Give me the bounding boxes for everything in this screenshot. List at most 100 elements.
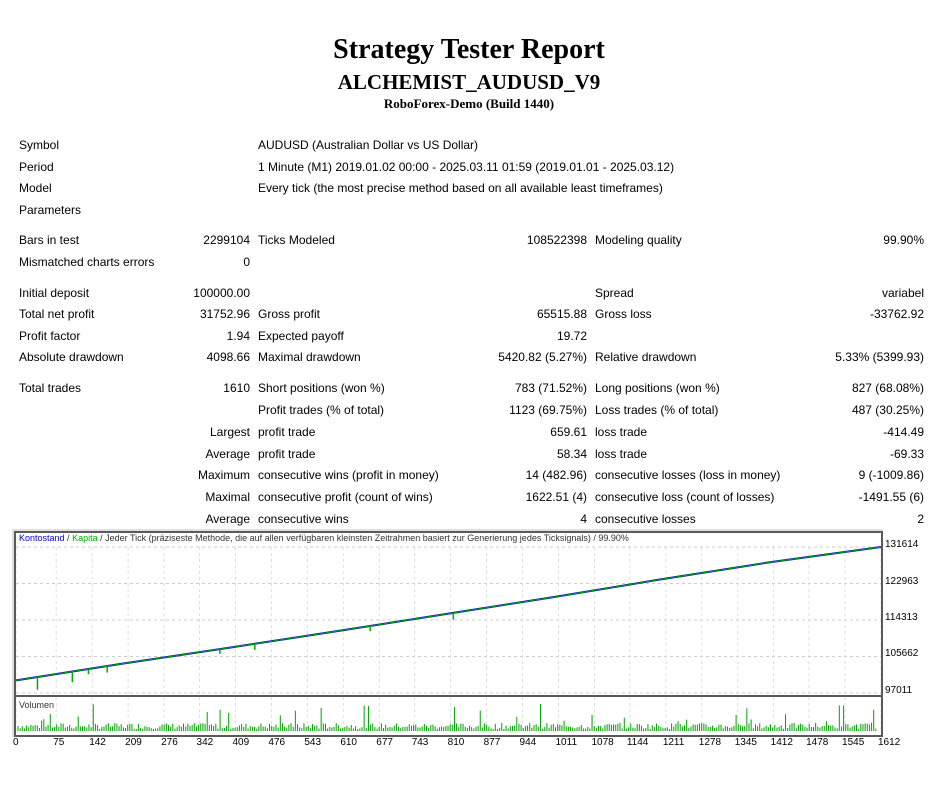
deposit-label: Initial deposit — [19, 286, 90, 300]
net-profit-value: 31752.96 — [199, 307, 250, 321]
x-tick-label: 476 — [268, 737, 286, 748]
average-loss-trade-label: loss trade — [595, 447, 648, 461]
x-tick-label: 543 — [304, 737, 322, 748]
abs-drawdown-value: 4098.66 — [206, 350, 250, 364]
total-trades-label: Total trades — [19, 381, 82, 395]
y-tick-label: 114313 — [885, 611, 918, 623]
volume-label: Volumen — [19, 700, 55, 710]
profit-factor-label: Profit factor — [19, 329, 81, 343]
loss-trades-value: 487 (30.25%) — [851, 403, 924, 417]
average-profit-trade-label: profit trade — [258, 447, 316, 461]
x-tick-label: 944 — [519, 737, 537, 748]
ea-name: ALCHEMIST_AUDUSD_V9 — [337, 70, 601, 94]
maximal-label: Maximal — [205, 490, 250, 504]
legend-sep: / — [64, 533, 73, 543]
mismatch-label: Mismatched charts errors — [19, 255, 155, 269]
maximal-consec-loss-value: -1491.55 (6) — [858, 490, 924, 504]
x-tick-label: 1211 — [662, 737, 685, 748]
profit-factor-value: 1.94 — [226, 329, 250, 343]
x-tick-label: 1011 — [555, 737, 578, 748]
x-tick-label: 276 — [161, 737, 178, 748]
profit-trades-value: 1123 (69.75%) — [509, 403, 587, 417]
x-tick-label: 1078 — [591, 737, 614, 748]
period-value: 1 Minute (M1) 2019.01.02 00:00 - 2025.03… — [258, 160, 675, 174]
largest-profit-trade-label: profit trade — [258, 425, 316, 439]
x-tick-label: 610 — [340, 737, 357, 748]
x-tick-label: 342 — [196, 737, 214, 748]
net-profit-label: Total net profit — [19, 307, 95, 321]
ticks-value: 108522398 — [526, 233, 587, 247]
largest-profit-trade-value: 659.61 — [550, 425, 587, 439]
avg-consec-wins-value: 4 — [580, 512, 587, 526]
x-tick-label: 142 — [89, 737, 106, 748]
short-positions-label: Short positions (won %) — [258, 381, 385, 395]
parameters-label: Parameters — [19, 203, 82, 217]
avg-consec-losses-value: 2 — [917, 512, 924, 526]
ticks-label: Ticks Modeled — [258, 233, 335, 247]
equity-chart — [14, 531, 883, 737]
gross-profit-label: Gross profit — [258, 307, 321, 321]
max-drawdown-value: 5420.82 (5.27%) — [498, 350, 587, 364]
average-loss-trade-value: -69.33 — [889, 447, 924, 461]
symbol-value: AUDUSD (Australian Dollar vs US Dollar) — [258, 138, 479, 152]
gross-loss-label: Gross loss — [595, 307, 652, 321]
x-tick-label: 1278 — [698, 737, 722, 748]
legend-rest: / Jeder Tick (präziseste Methode, die au… — [97, 533, 629, 543]
x-tick-label: 877 — [483, 737, 501, 748]
model-value: Every tick (the most precise method base… — [258, 181, 663, 195]
chart-legend: Kontostand / Kapita / Jeder Tick (präzis… — [19, 533, 629, 543]
gross-loss-value: -33762.92 — [869, 307, 924, 321]
quality-label: Modeling quality — [595, 233, 682, 247]
max-drawdown-label: Maximal drawdown — [258, 350, 361, 364]
spread-value: variabel — [881, 286, 924, 300]
equity-line — [15, 546, 882, 681]
quality-value: 99.90% — [883, 233, 924, 247]
x-tick-label: 677 — [376, 737, 393, 748]
deposit-value: 100000.00 — [193, 286, 250, 300]
bars-value: 2299104 — [203, 233, 250, 247]
equity-chart-svg — [15, 546, 882, 733]
x-tick-label: 209 — [125, 737, 142, 748]
largest-loss-trade-label: loss trade — [595, 425, 648, 439]
avg-consec-wins-label: consecutive wins — [258, 512, 349, 526]
y-tick-label: 105662 — [885, 648, 919, 660]
legend-equity: Kapita — [72, 533, 98, 543]
bars-label: Bars in test — [19, 233, 80, 247]
max-consec-losses-label: consecutive losses (loss in money) — [595, 468, 781, 482]
x-tick-label: 743 — [411, 737, 429, 748]
maximal-consec-loss-label: consecutive loss (count of losses) — [595, 490, 775, 504]
largest-label: Largest — [209, 425, 250, 439]
symbol-label: Symbol — [19, 138, 60, 152]
max-consec-losses-value: 9 (-1009.86) — [858, 468, 924, 482]
legend-balance: Kontostand — [19, 533, 65, 543]
maximal-consec-profit-value: 1622.51 (4) — [525, 490, 587, 504]
profit-trades-label: Profit trades (% of total) — [258, 403, 385, 417]
model-label: Model — [19, 181, 52, 195]
long-positions-label: Long positions (won %) — [595, 381, 720, 395]
abs-drawdown-label: Absolute drawdown — [19, 350, 124, 364]
x-tick-label: 75 — [53, 737, 65, 748]
loss-trades-label: Loss trades (% of total) — [595, 403, 719, 417]
mismatch-value: 0 — [243, 255, 250, 269]
total-trades-value: 1610 — [223, 381, 250, 395]
expected-payoff-value: 19.72 — [556, 329, 587, 343]
report-title: Strategy Tester Report — [333, 34, 605, 65]
rel-drawdown-value: 5.33% (5399.93) — [835, 350, 924, 364]
x-tick-label: 1345 — [734, 737, 757, 748]
average-label: Average — [205, 447, 250, 461]
x-tick-label: 810 — [447, 737, 465, 748]
server-name: RoboForex-Demo (Build 1440) — [383, 96, 555, 111]
long-positions-value: 827 (68.08%) — [851, 381, 924, 395]
y-tick-label: 97011 — [885, 685, 913, 696]
max-consec-wins-label: consecutive wins (profit in money) — [258, 468, 439, 482]
average-profit-trade-value: 58.34 — [556, 447, 587, 461]
expected-payoff-label: Expected payoff — [258, 329, 344, 343]
max-consec-wins-value: 14 (482.96) — [525, 468, 587, 482]
x-tick-label: 1545 — [842, 737, 865, 748]
short-positions-value: 783 (71.52%) — [514, 381, 587, 395]
x-tick-label: 0 — [13, 737, 19, 748]
avg-consec-losses-label: consecutive losses — [595, 512, 696, 526]
x-tick-label: 1412 — [770, 737, 793, 748]
maximal-consec-profit-label: consecutive profit (count of wins) — [258, 490, 433, 504]
average-consec-label: Average — [205, 512, 250, 526]
